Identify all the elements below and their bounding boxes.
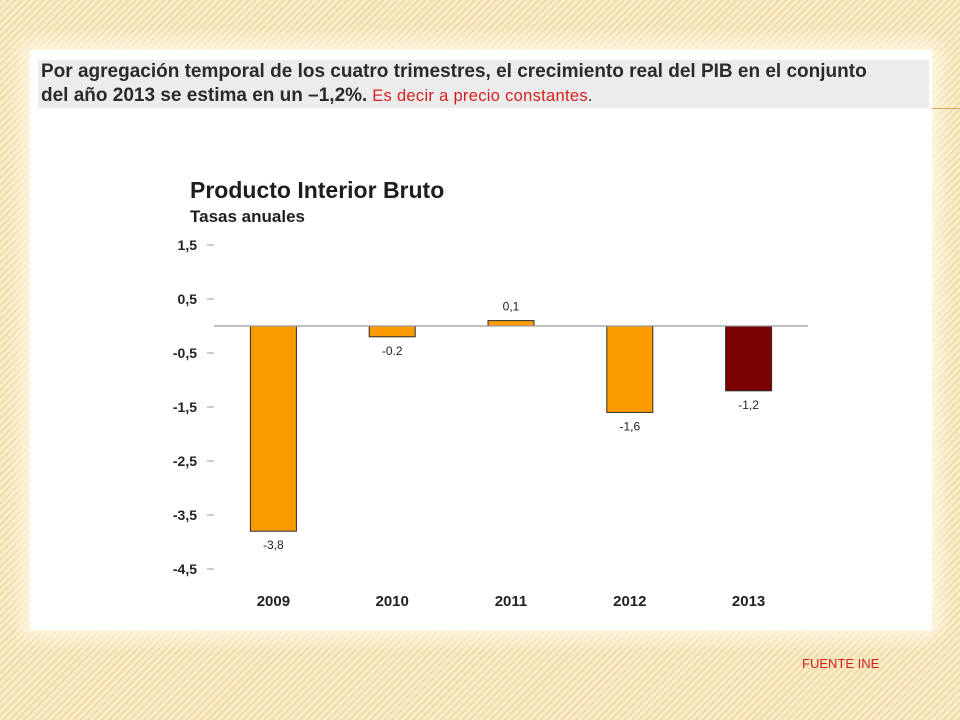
- y-tick-label: -4,5: [173, 561, 197, 577]
- bar-2009: [249, 325, 297, 532]
- header-text: Por agregación temporal de los cuatro tr…: [38, 60, 929, 108]
- bar-label-2009: -3,8: [263, 538, 284, 552]
- y-tick-label: 1,5: [178, 237, 198, 253]
- y-tick-label: -2,5: [173, 453, 197, 469]
- chart-title: Producto Interior Bruto: [190, 177, 444, 203]
- annotation-period: .: [587, 87, 593, 105]
- x-tick-label-2009: 2009: [257, 593, 290, 610]
- chart-subtitle: Tasas anuales: [190, 207, 305, 226]
- accent-line: [932, 108, 960, 109]
- x-tick-label-2013: 2013: [732, 593, 765, 610]
- y-axis-ticks: 1,5 0,5 -0,5 -1,5 -2,5 -3,5 -4,5: [173, 237, 214, 577]
- header-line2: del año 2013 se estima en un –1,2%.: [41, 85, 368, 106]
- bar-2010: [368, 325, 416, 338]
- y-tick-label: -0,5: [173, 345, 197, 361]
- y-tick-label: -1,5: [173, 399, 197, 415]
- bar-label-2012: -1,6: [619, 419, 640, 433]
- bar-label-2013: -1,2: [738, 398, 759, 412]
- x-tick-label-2012: 2012: [613, 593, 646, 610]
- annotation-text: Es decir a precio constantes: [367, 87, 588, 105]
- bar-label-2010: -0.2: [382, 344, 403, 358]
- y-tick-label: 0,5: [178, 291, 198, 307]
- source-label: FUENTE INE: [802, 656, 880, 671]
- header-line1: Por agregación temporal de los cuatro tr…: [41, 61, 867, 82]
- bar-2012: [606, 325, 654, 413]
- slide-card: Por agregación temporal de los cuatro tr…: [30, 50, 932, 630]
- bar-labels: -3,8 -0.2 0,1 -1,6 -1,2: [263, 300, 759, 553]
- bar-label-2011: 0,1: [503, 300, 520, 314]
- y-tick-label: -3,5: [173, 507, 197, 523]
- bar-2011: [487, 320, 535, 327]
- x-tick-label-2011: 2011: [495, 593, 528, 610]
- x-tick-label-2010: 2010: [376, 593, 409, 610]
- bars: [249, 320, 773, 532]
- bar-2013: [725, 325, 773, 392]
- header-line2-row: del año 2013 se estima en un –1,2%. Es d…: [41, 84, 926, 108]
- x-axis-labels: 2009 2010 2011 2012 2013: [257, 593, 766, 610]
